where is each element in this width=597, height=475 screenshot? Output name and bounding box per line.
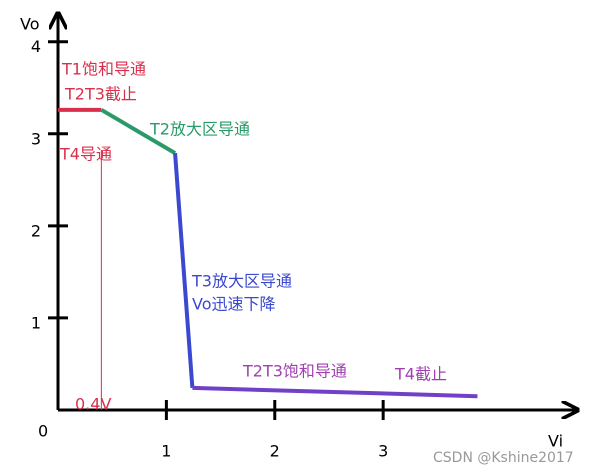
annotation: Vo迅速下降: [192, 295, 276, 314]
annotation: T4截止: [394, 365, 447, 384]
curve-segment: [100, 108, 177, 155]
y-tick-label: 1: [31, 313, 41, 332]
annotation: T1饱和导通: [61, 60, 146, 79]
y-tick-label: 4: [31, 37, 41, 56]
x-tick-label: 1: [161, 442, 171, 461]
y-tick-label: 2: [31, 221, 41, 240]
y-tick-label: 3: [31, 129, 41, 148]
origin-label: 0: [38, 422, 48, 441]
watermark: CSDN @Kshine2017: [433, 450, 574, 466]
x-tick-label: 3: [378, 442, 388, 461]
curve-segment: [173, 152, 195, 389]
annotation: T3放大区导通: [191, 272, 292, 291]
y-axis-label: Vo: [20, 15, 40, 34]
annotation: T4导通: [59, 145, 112, 164]
annotation: T2T3截止: [64, 85, 137, 104]
annotation: 0.4V: [75, 395, 111, 414]
curve-segment: [192, 385, 478, 399]
annotation: T2T3饱和导通: [242, 362, 347, 381]
x-tick-label: 2: [270, 442, 280, 461]
annotation: T2放大区导通: [149, 120, 250, 139]
x-axis-label: Vi: [548, 432, 563, 451]
